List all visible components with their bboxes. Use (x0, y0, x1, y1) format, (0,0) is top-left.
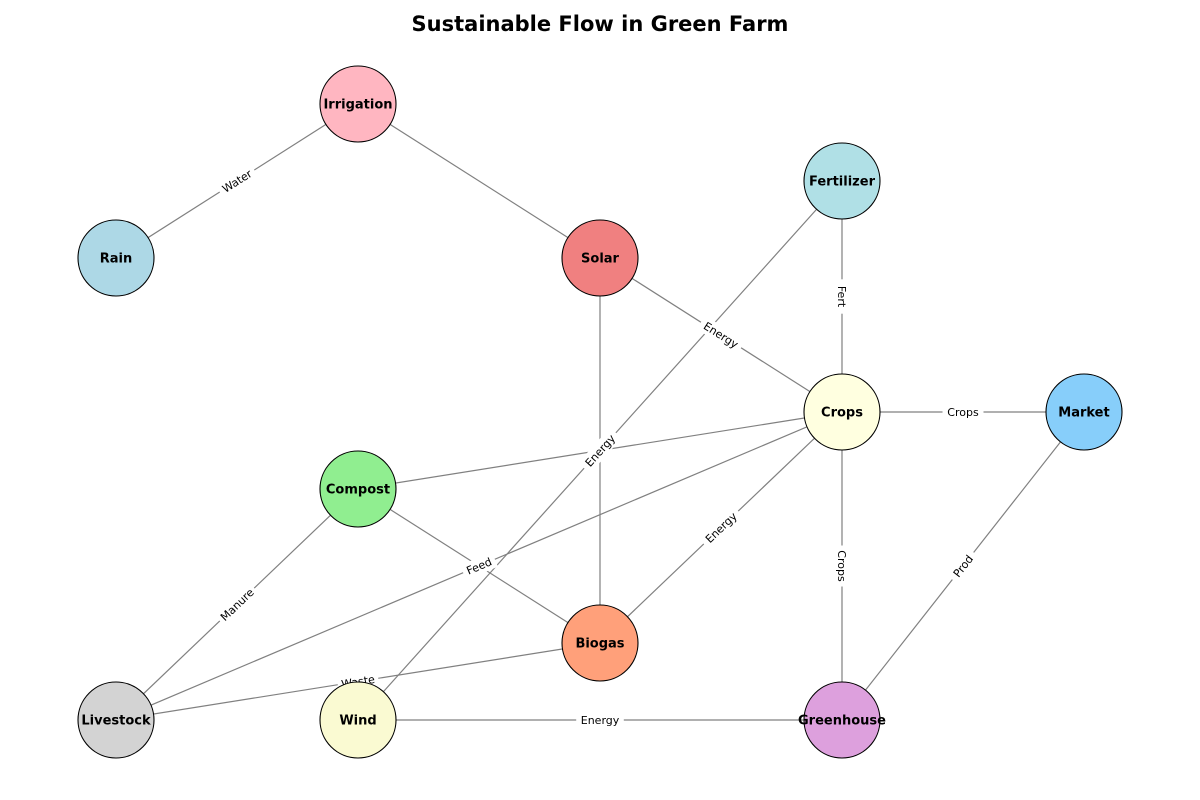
node-biogas[interactable]: Biogas (561, 604, 639, 682)
edge-label-biogas-crops: Energy (698, 505, 744, 550)
node-compost[interactable]: Compost (319, 450, 397, 528)
node-fertilizer[interactable]: Fertilizer (803, 142, 881, 220)
node-label: Fertilizer (809, 175, 876, 190)
edge-label-text: Crops (835, 550, 848, 582)
edge-label-background (576, 712, 624, 728)
node-crops[interactable]: Crops (803, 373, 881, 451)
edge-label-text: Crops (947, 406, 979, 419)
edge-label-background (215, 163, 259, 199)
node-circle (803, 681, 881, 759)
node-circle (77, 681, 155, 759)
node-label: Biogas (575, 637, 624, 652)
edge-label-crops-market: Crops (942, 404, 984, 420)
edge-label-background (946, 547, 980, 585)
node-circle (319, 65, 397, 143)
edge-label-background (214, 582, 260, 627)
node-livestock[interactable]: Livestock (77, 681, 155, 759)
edge-label-background (942, 404, 984, 420)
node-label: Crops (821, 406, 863, 421)
node-greenhouse[interactable]: Greenhouse (798, 681, 886, 759)
node-circle (77, 219, 155, 297)
edge-label-text: Energy (703, 510, 740, 546)
node-solar[interactable]: Solar (561, 219, 639, 297)
node-label: Rain (100, 252, 133, 267)
node-wind[interactable]: Wind (319, 681, 397, 759)
edge-label-background (834, 279, 850, 314)
node-circle (561, 219, 639, 297)
edge-label-livestock-compost: Manure (214, 582, 260, 627)
node-label: Compost (326, 483, 390, 498)
edge-label-text: Energy (581, 714, 620, 727)
node-irrigation[interactable]: Irrigation (319, 65, 397, 143)
edge-label-background (696, 315, 746, 355)
node-label: Solar (581, 252, 620, 267)
node-circle (803, 142, 881, 220)
node-rain[interactable]: Rain (77, 219, 155, 297)
nodes-layer: Irrigation Rain Solar Fertilizer Crops Market… (77, 65, 1123, 759)
node-circle (1045, 373, 1123, 451)
edge-label-livestock-crops: Feed (460, 551, 498, 581)
edge-label-background (578, 427, 622, 474)
node-circle (319, 450, 397, 528)
edge-label-greenhouse-market: Prod (946, 547, 980, 585)
edge-label-background (834, 545, 850, 587)
diagram-title: Sustainable Flow in Green Farm (412, 12, 789, 36)
node-label: Market (1058, 406, 1109, 421)
edge-label-fertilizer-crops: Fert (834, 279, 850, 314)
node-label: Wind (339, 714, 376, 729)
node-label: Livestock (81, 714, 151, 729)
edge-label-text: Fert (835, 286, 848, 308)
edge-label-background (698, 505, 744, 550)
node-label: Irrigation (323, 98, 392, 113)
node-circle (561, 604, 639, 682)
edge-label-crops-greenhouse: Crops (834, 545, 850, 587)
node-circle (319, 681, 397, 759)
node-market[interactable]: Market (1045, 373, 1123, 451)
node-label: Greenhouse (798, 714, 886, 729)
edge-label-rain-irrigation: Water (215, 163, 259, 199)
edge-irrigation-solar (357, 103, 601, 259)
edge-label-text: Manure (218, 586, 257, 624)
edge-label-background (460, 551, 498, 581)
edge-label-wind-greenhouse: Energy (576, 712, 624, 728)
node-circle (803, 373, 881, 451)
